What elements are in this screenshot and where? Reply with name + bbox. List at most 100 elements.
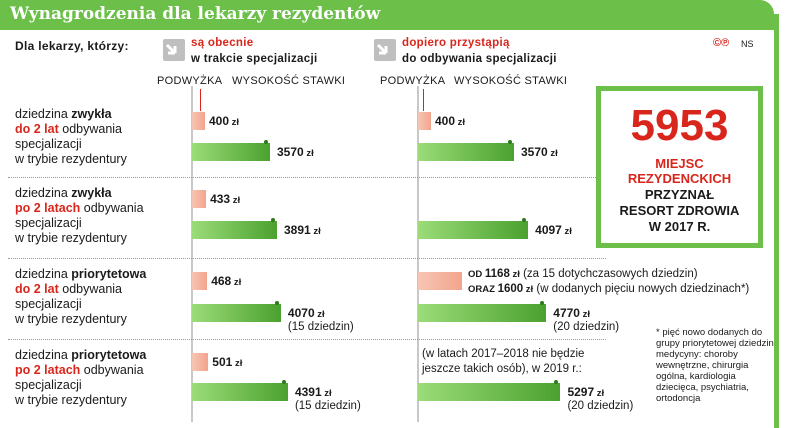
raise-pointer-2 [423, 89, 424, 111]
right-edge-stripe [774, 14, 779, 428]
label-left-wage-sub-4: (15 dziedzin) [294, 400, 361, 412]
label-right-wage-1-number: 3570 [521, 145, 548, 159]
label-left-raise-2: 433 zł [210, 192, 240, 206]
label-right-wage-2-number: 4097 [535, 223, 562, 237]
bar-left-raise-1 [192, 112, 205, 130]
bar-right-wage-1 [418, 143, 514, 161]
for-label: Dla lekarzy, którzy: [15, 39, 129, 53]
bar-right-wage-2 [418, 221, 529, 239]
arrow-in-icon [374, 39, 396, 61]
col-label-raise-1: podwyżka [157, 75, 223, 87]
chart-title: Wynagrodzenia dla lekarzy rezydentów [10, 4, 381, 24]
label-left-raise-4-number: 501 [212, 355, 233, 369]
label-right-wage-2: 4097 zł [535, 223, 572, 237]
note-row4-line1: (w latach 2017–2018 nie będzie [422, 348, 585, 360]
bar-left-wage-dot-2 [271, 218, 275, 222]
arrow-in-icon [163, 39, 185, 61]
summary-line-2: rezydenckich [627, 171, 732, 186]
row-divider [8, 177, 606, 178]
bar-right-wage-dot-3 [540, 301, 545, 305]
group-1-heading-red: są obecnie [191, 37, 254, 49]
copyright-mark: ©℗ [713, 37, 730, 49]
author-initials: NS [741, 39, 754, 49]
bar-right-raise-3 [418, 272, 462, 290]
bar-left-raise-3 [192, 272, 208, 290]
row-divider [8, 258, 606, 259]
title-bar [0, 0, 774, 30]
label-left-wage-sub-3: (15 dziedzin) [287, 321, 354, 333]
label-left-raise-3: 468 zł [211, 274, 241, 288]
bar-right-wage-4 [418, 383, 561, 401]
label-left-wage-3-unit: zł [314, 309, 325, 320]
label-right-wage-4-unit: zł [594, 388, 605, 399]
label-left-wage-3: 4070 zł [288, 306, 325, 320]
label-left-raise-2-unit: zł [230, 195, 241, 206]
label-right-wage-1-unit: zł [547, 148, 558, 159]
bar-left-wage-4 [192, 383, 288, 401]
bar-left-raise-4 [192, 353, 209, 371]
label-left-wage-4-number: 4391 [294, 385, 322, 399]
group-2-heading-red: dopiero przystąpią [402, 37, 510, 49]
axis-right-group [417, 86, 419, 422]
label-right-raise-1: 400 zł [435, 114, 465, 128]
label-left-raise-3-number: 468 [211, 274, 232, 288]
label-left-wage-1-unit: zł [303, 148, 314, 159]
note-row3-line1: od 1168 zł (za 15 dotychczasowych dziedz… [468, 268, 698, 280]
label-right-wage-sub-4: (20 dziedzin) [567, 400, 634, 412]
label-left-raise-1-unit: zł [229, 117, 240, 128]
bar-right-wage-dot-2 [522, 218, 527, 222]
row-divider [8, 339, 606, 340]
label-left-wage-1-number: 3570 [277, 145, 304, 159]
label-right-wage-3: 4770 zł [553, 306, 590, 320]
bar-left-wage-2 [192, 221, 277, 239]
summary-number: 5953 [630, 101, 729, 150]
label-right-raise-1-unit: zł [455, 117, 466, 128]
group-1-heading: w trakcie specjalizacji [191, 53, 318, 65]
bar-left-wage-dot-3 [274, 301, 279, 305]
summary-line-1: miejsc [655, 156, 704, 171]
row-label-1: dziedzina zwykła do 2 lat odbywania spec… [15, 107, 127, 166]
summary-line-4: resort zdrowia [619, 203, 740, 218]
label-left-wage-3-number: 4070 [287, 306, 315, 320]
note-row4-line2: jeszcze takich osób), w 2019 r.: [422, 363, 582, 375]
label-left-raise-4-unit: zł [232, 358, 243, 369]
bar-left-wage-3 [192, 304, 281, 322]
label-left-wage-1: 3570 zł [277, 145, 314, 159]
label-left-raise-4: 501 zł [212, 355, 242, 369]
label-left-raise-1: 400 zł [209, 114, 239, 128]
summary-line-3: przyznał [644, 187, 715, 202]
footnote: * pięć nowo dodanych do grupy prioryteto… [656, 327, 774, 404]
label-left-raise-3-unit: zł [231, 277, 242, 288]
label-left-wage-4: 4391 zł [295, 385, 332, 399]
summary-line-5: w 2017 r. [648, 219, 711, 234]
label-right-wage-2-unit: zł [561, 226, 572, 237]
label-left-raise-2-number: 433 [210, 192, 231, 206]
label-left-wage-2-number: 3891 [284, 223, 311, 237]
row-label-3: dziedzina priorytetowa do 2 lat odbywani… [15, 267, 147, 326]
label-right-wage-1: 3570 zł [521, 145, 558, 159]
bar-right-wage-3 [418, 304, 547, 322]
bar-left-raise-2 [192, 190, 207, 208]
bar-left-wage-dot-4 [281, 380, 286, 384]
summary-box: 5953 miejsc rezydenckich przyznał resort… [596, 86, 763, 248]
bar-right-wage-dot-1 [508, 140, 512, 144]
bar-right-raise-1 [418, 112, 431, 130]
note-row3-line2: oraz 1600 zł (w dodanych pięciu nowych d… [468, 283, 750, 295]
bar-left-wage-dot-1 [264, 140, 268, 144]
axis-left-group [191, 86, 193, 422]
row-label-2: dziedzina zwykła po 2 latach odbywania s… [15, 186, 144, 245]
label-right-raise-1-number: 400 [435, 114, 456, 128]
row-label-4: dziedzina priorytetowa po 2 latach odbyw… [15, 348, 147, 407]
label-right-wage-sub-3: (20 dziedzin) [553, 321, 620, 333]
bar-right-wage-dot-4 [554, 380, 559, 384]
col-label-wage-2: wysokość stawki [454, 75, 568, 87]
label-left-wage-4-unit: zł [321, 388, 332, 399]
group-2-heading: do odbywania specjalizacji [402, 53, 557, 65]
label-right-wage-4: 5297 zł [567, 385, 604, 399]
label-right-wage-3-number: 4770 [553, 306, 580, 320]
label-left-wage-2: 3891 zł [284, 223, 321, 237]
label-right-wage-3-unit: zł [579, 309, 590, 320]
col-label-wage-1: wysokość stawki [232, 75, 346, 87]
label-left-wage-2-unit: zł [310, 226, 321, 237]
col-label-raise-2: podwyżka [380, 75, 446, 87]
